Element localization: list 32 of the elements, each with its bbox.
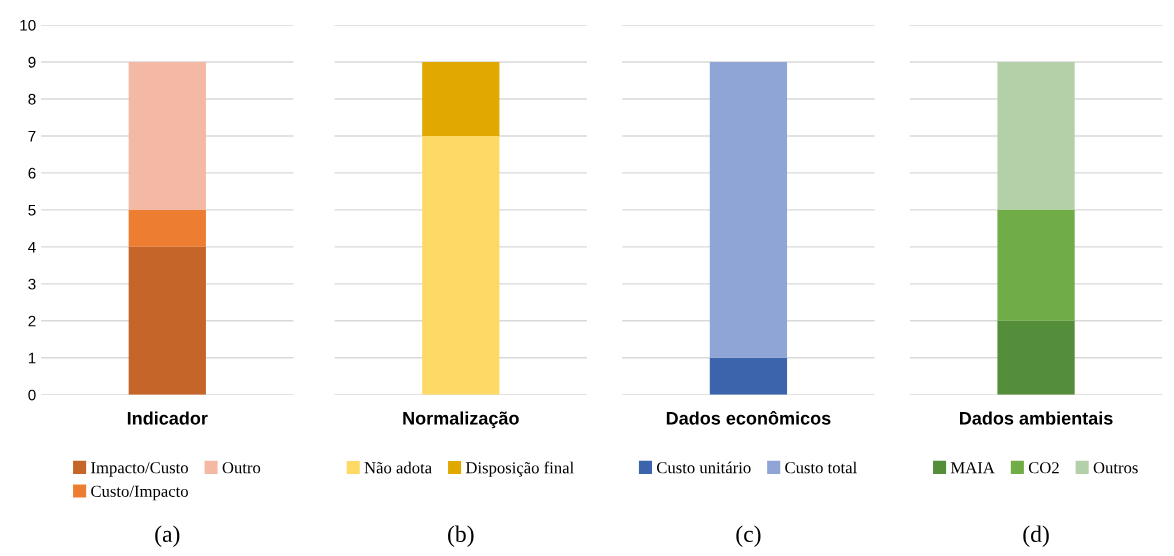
x-axis-title: (a)	[155, 525, 180, 547]
y-tick-label: 8	[28, 93, 36, 105]
y-tick-label: 5	[28, 204, 36, 216]
legend-label: Não adota	[364, 461, 432, 474]
x-axis-title: (d)	[1023, 525, 1049, 547]
x-axis-title: (c)	[736, 525, 761, 547]
y-tick-label: 4	[28, 241, 36, 253]
y-tick-label: 3	[28, 278, 36, 290]
legend-label: Disposição final	[465, 461, 574, 477]
y-tick-label: 1	[28, 352, 36, 364]
y-tick-label: 7	[28, 130, 36, 142]
legend-label: Custo/Impacto	[91, 485, 188, 501]
legend-label: Custo unitário	[656, 461, 751, 474]
bar	[128, 61, 206, 210]
x-axis-title: (b)	[448, 525, 474, 547]
legend-label: Custo total	[785, 461, 857, 474]
bar	[128, 246, 206, 395]
legend-label: CO2	[1028, 462, 1059, 474]
x-tick-label: Indicador	[127, 411, 208, 425]
y-tick-label: 10	[20, 19, 36, 31]
y-tick-label: 6	[28, 167, 36, 179]
legend-label: Outro	[222, 462, 261, 474]
x-tick-label: Dados econômicos	[666, 411, 831, 425]
legend-label: Outros	[1093, 462, 1138, 474]
y-tick-label: 0	[28, 389, 36, 401]
x-tick-label: Normalização	[403, 411, 519, 429]
x-tick-label: Dados ambientais	[960, 411, 1113, 425]
legend-label: MAIA	[950, 462, 995, 474]
y-tick-label: 2	[28, 315, 36, 327]
bar	[128, 209, 206, 247]
legend-label: Impacto/Custo	[91, 462, 188, 477]
y-tick-label: 9	[28, 56, 36, 68]
